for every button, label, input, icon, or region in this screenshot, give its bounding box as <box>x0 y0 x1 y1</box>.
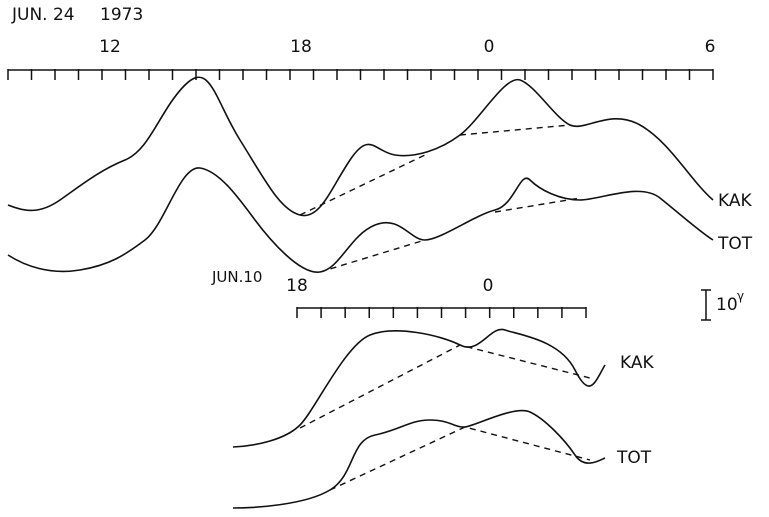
trace <box>232 328 606 448</box>
trace-label: KAK <box>718 191 752 211</box>
trace-label: KAK <box>620 353 654 373</box>
baseline <box>299 124 571 216</box>
tick-label: 6 <box>705 37 716 57</box>
scale-value: 10 <box>716 295 738 315</box>
tick-label: 18 <box>290 37 312 57</box>
bottom-axis <box>296 307 587 318</box>
tick-label: 0 <box>483 276 494 296</box>
trace-label: TOT <box>717 234 753 254</box>
top-axis <box>7 69 714 80</box>
tick-label: 18 <box>286 276 308 296</box>
trace-label: TOT <box>616 448 652 468</box>
scale-unit: γ <box>737 289 744 303</box>
date-label: JUN. 24 <box>11 5 75 25</box>
trace <box>232 409 606 509</box>
baseline <box>329 426 591 491</box>
baseline <box>319 197 581 273</box>
trace <box>7 167 714 273</box>
tick-label: 0 <box>484 37 495 57</box>
trace <box>7 76 714 217</box>
date-label: JUN.10 <box>211 268 262 286</box>
baseline <box>299 344 591 429</box>
scale-bar <box>701 289 711 321</box>
year-label: 1973 <box>100 5 143 25</box>
tick-label: 12 <box>99 37 121 57</box>
